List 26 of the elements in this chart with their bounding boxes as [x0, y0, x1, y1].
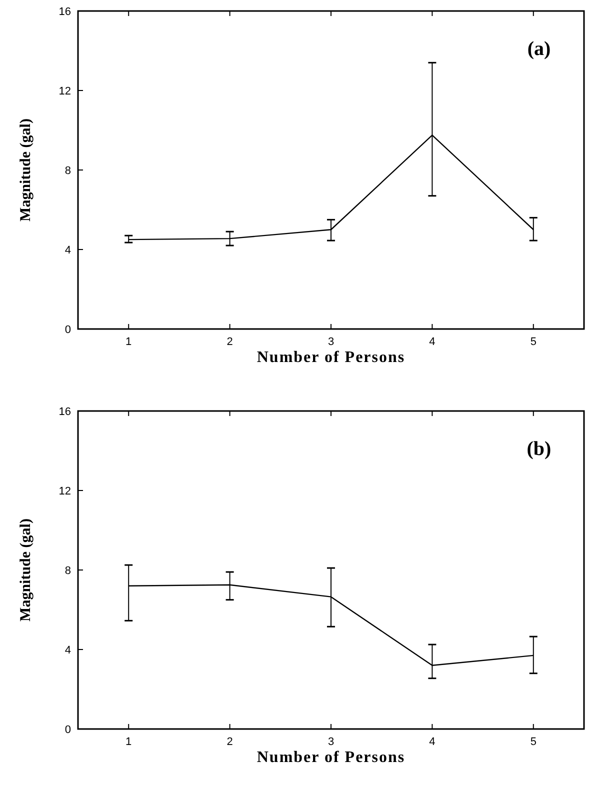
x-tick-label: 3	[328, 336, 334, 348]
x-tick-label: 3	[328, 736, 334, 748]
x-tick-label: 5	[530, 336, 536, 348]
y-tick-label: 16	[58, 6, 71, 18]
y-tick-label: 0	[64, 324, 71, 336]
y-tick-label: 8	[64, 165, 71, 177]
x-tick-label: 5	[530, 736, 536, 748]
y-axis-title: Magnitude (gal)	[18, 118, 34, 222]
y-tick-label: 4	[64, 644, 71, 656]
y-tick-label: 0	[64, 724, 71, 736]
y-tick-label: 12	[58, 486, 71, 498]
x-tick-label: 4	[429, 736, 436, 748]
x-tick-label: 1	[126, 336, 132, 348]
annotation: (a)	[527, 38, 551, 60]
y-tick-label: 16	[58, 406, 71, 418]
x-axis-title: Number of Persons	[256, 749, 406, 766]
annotation: (b)	[526, 438, 552, 460]
x-tick-label: 2	[226, 336, 233, 348]
x-tick-label: 4	[429, 336, 436, 348]
y-tick-label: 8	[64, 565, 71, 577]
y-axis-title: Magnitude (gal)	[18, 518, 34, 622]
y-tick-label: 4	[64, 244, 71, 256]
y-tick-label: 12	[58, 86, 71, 98]
x-tick-label: 1	[126, 736, 132, 748]
x-tick-label: 2	[226, 736, 233, 748]
x-axis-title: Number of Persons	[256, 349, 406, 366]
